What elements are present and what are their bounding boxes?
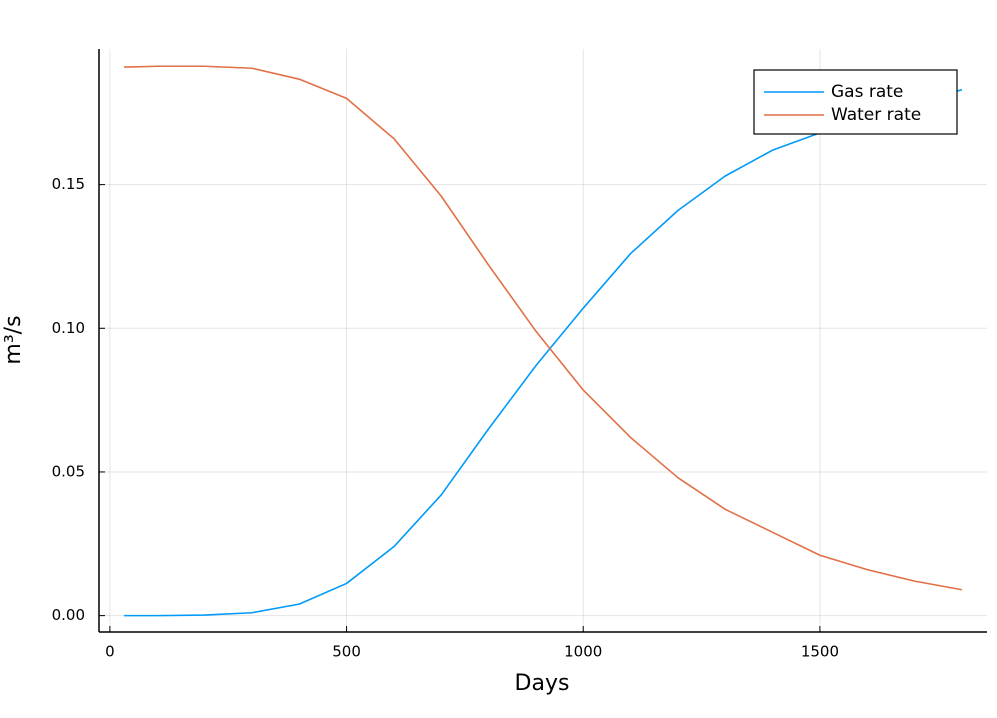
y-axis-label: m³/s <box>1 315 26 364</box>
x-axis-label: Days <box>515 671 570 696</box>
y-tick-label: 0.15 <box>52 175 85 193</box>
y-tick-label: 0.05 <box>52 462 85 480</box>
line-series <box>124 89 963 617</box>
y-tick-label: 0.00 <box>52 606 85 624</box>
x-tick-label: 500 <box>332 643 361 661</box>
legend-box <box>753 69 958 135</box>
legend-label: Gas rate <box>831 82 903 102</box>
legend-label: Water rate <box>831 105 921 125</box>
x-tick-label: 1000 <box>564 643 602 661</box>
y-tick-label: 0.10 <box>52 319 85 337</box>
line-series <box>124 65 963 591</box>
x-tick-label: 0 <box>105 643 115 661</box>
x-tick-label: 1500 <box>801 643 839 661</box>
